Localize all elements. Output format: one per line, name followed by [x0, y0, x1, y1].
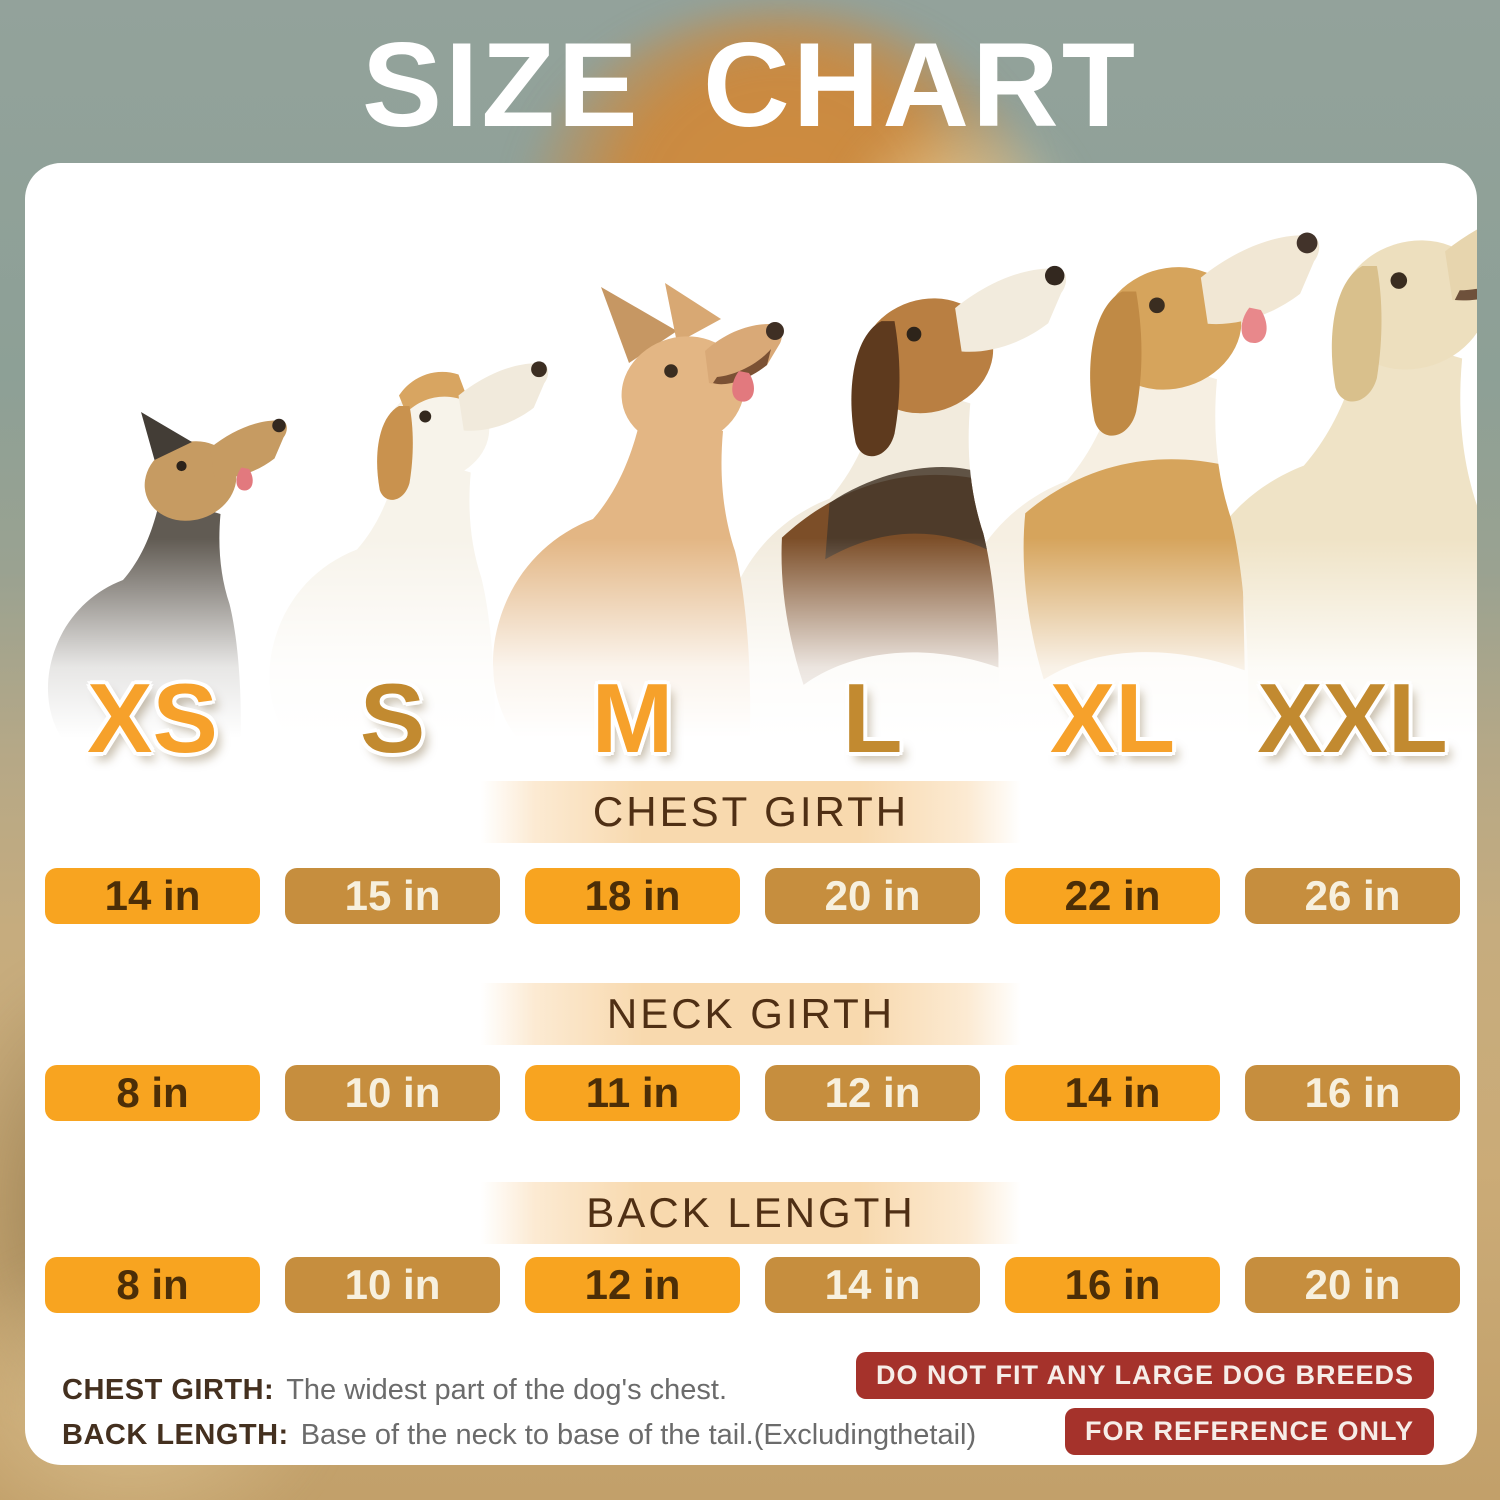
note-chest-girth-text: The widest part of the dog's chest.	[286, 1374, 727, 1406]
chest-girth-value-xxl: 26 in	[1245, 868, 1460, 924]
neck-girth-value-s: 10 in	[285, 1065, 500, 1121]
back-length-value-s: 10 in	[285, 1257, 500, 1313]
size-label-l: L	[842, 663, 903, 773]
note-chest-girth-label: CHEST GIRTH:	[62, 1374, 275, 1406]
chest-girth-row: 14 in 15 in 18 in 20 in 22 in 26 in	[45, 868, 1460, 924]
section-header-chest-girth: CHEST GIRTH	[481, 781, 1021, 843]
chest-girth-value-xl: 22 in	[1005, 868, 1220, 924]
section-header-back-length: BACK LENGTH	[481, 1182, 1021, 1244]
chest-girth-value-s: 15 in	[285, 868, 500, 924]
dog-fade-overlay	[25, 538, 1477, 773]
size-chart-card: XS S M L XL XXL CHEST GIRTH 14 in 15 in …	[25, 163, 1477, 1465]
section-header-neck-girth: NECK GIRTH	[481, 983, 1021, 1045]
size-label-m: M	[591, 663, 674, 773]
size-label-s: S	[359, 663, 426, 773]
neck-girth-row: 8 in 10 in 11 in 12 in 14 in 16 in	[45, 1065, 1460, 1121]
neck-girth-value-xs: 8 in	[45, 1065, 260, 1121]
neck-girth-value-l: 12 in	[765, 1065, 980, 1121]
note-back-length: BACK LENGTH: Base of the neck to base of…	[62, 1419, 976, 1452]
note-chest-girth: CHEST GIRTH: The widest part of the dog'…	[62, 1374, 727, 1407]
back-length-value-xs: 8 in	[45, 1257, 260, 1313]
warning-badge-no-large-breeds: DO NOT FIT ANY LARGE DOG BREEDS	[855, 1352, 1434, 1399]
back-length-value-xl: 16 in	[1005, 1257, 1220, 1313]
size-label-xs: XS	[87, 663, 218, 773]
neck-girth-value-m: 11 in	[525, 1065, 740, 1121]
neck-girth-value-xxl: 16 in	[1245, 1065, 1460, 1121]
chest-girth-value-m: 18 in	[525, 868, 740, 924]
size-label-row: XS S M L XL XXL	[45, 663, 1460, 773]
back-length-value-l: 14 in	[765, 1257, 980, 1313]
size-label-xxl: XXL	[1257, 663, 1448, 773]
chest-girth-value-l: 20 in	[765, 868, 980, 924]
neck-girth-value-xl: 14 in	[1005, 1065, 1220, 1121]
back-length-value-xxl: 20 in	[1245, 1257, 1460, 1313]
back-length-value-m: 12 in	[525, 1257, 740, 1313]
chest-girth-value-xs: 14 in	[45, 868, 260, 924]
back-length-row: 8 in 10 in 12 in 14 in 16 in 20 in	[45, 1257, 1460, 1313]
warning-badge-reference-only: FOR REFERENCE ONLY	[1064, 1408, 1434, 1455]
note-back-length-label: BACK LENGTH:	[62, 1419, 289, 1451]
size-label-xl: XL	[1049, 663, 1176, 773]
note-back-length-text: Base of the neck to base of the tail.(Ex…	[300, 1419, 977, 1451]
page-title: SIZE CHART	[362, 18, 1138, 152]
